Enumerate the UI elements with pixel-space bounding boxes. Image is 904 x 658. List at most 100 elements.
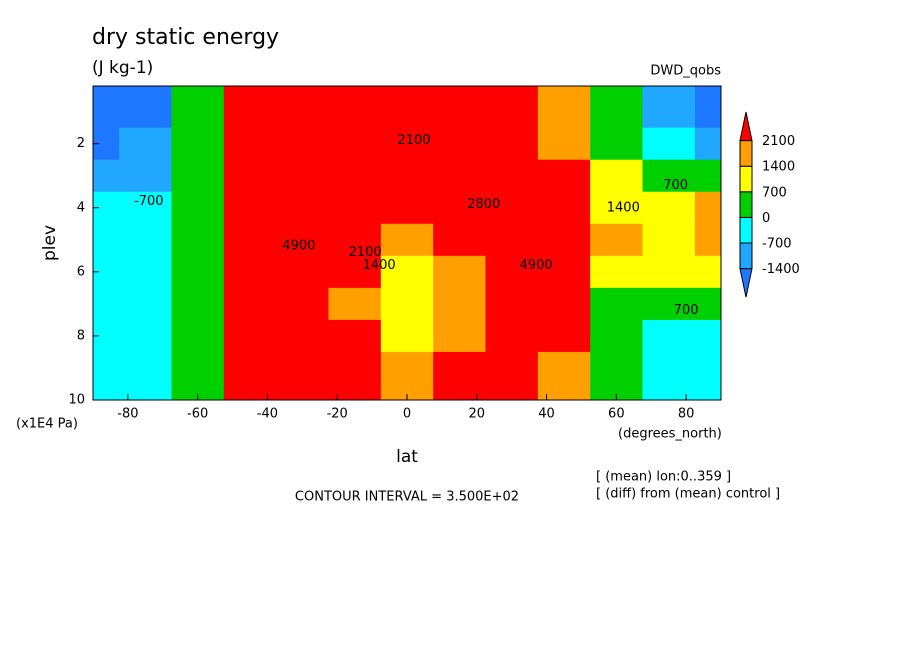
field-cell (433, 319, 486, 353)
contour-label: 700 (674, 303, 699, 318)
field-cell (380, 319, 434, 353)
x-tick-label: 80 (678, 407, 695, 422)
field-cell (642, 351, 696, 385)
colorbar-swatch (739, 111, 753, 142)
field-cell (485, 191, 539, 225)
field-cell (537, 223, 591, 257)
chart-title: dry static energy (92, 25, 279, 50)
field-cell (380, 223, 434, 257)
field-cell (119, 159, 172, 193)
field-cell (171, 287, 225, 321)
x-tick-label: 40 (538, 407, 555, 422)
field-cell (642, 159, 696, 193)
field-cell (433, 86, 486, 129)
contour-label: 1400 (607, 200, 640, 215)
field-cell (537, 127, 591, 161)
field-cell (223, 351, 277, 385)
field-cell (537, 86, 591, 129)
field-cell (93, 351, 120, 385)
field-cell (171, 191, 225, 225)
field-cell (223, 319, 277, 353)
field-cell (433, 159, 486, 193)
field-cell (93, 86, 120, 129)
colorbar-swatch (739, 191, 753, 218)
field-cell (328, 223, 382, 257)
field-cell (590, 223, 643, 257)
field-cell (537, 191, 591, 225)
colorbar-swatch (739, 216, 753, 244)
field-cell (171, 86, 225, 129)
colorbar-label: -700 (762, 237, 792, 252)
field-cell (328, 86, 382, 129)
y-tick-label: 8 (77, 328, 85, 343)
field-cell (119, 351, 172, 385)
field-cell (642, 319, 696, 353)
field-cell (276, 86, 329, 129)
field-cell (380, 127, 434, 161)
field-cell (119, 127, 172, 161)
field-cell (433, 383, 486, 401)
x-tick-label: -40 (257, 407, 278, 422)
colorbar-swatch (739, 140, 753, 167)
field-cell (380, 86, 434, 129)
field-cell (223, 191, 277, 225)
field-cell (590, 287, 643, 321)
field-cell (694, 86, 722, 129)
field-cell (328, 351, 382, 385)
field-cell (119, 383, 172, 401)
x-axis-units: (degrees_north) (618, 427, 722, 442)
field-cell (328, 159, 382, 193)
field-cell (590, 86, 643, 129)
field-cell (642, 191, 696, 225)
y-axis-units: (x1E4 Pa) (16, 417, 78, 432)
field-cell (119, 287, 172, 321)
field-cell (642, 255, 696, 289)
field-cell (119, 255, 172, 289)
field-cell (328, 319, 382, 353)
field-cell (433, 287, 486, 321)
field-cell (380, 287, 434, 321)
x-axis-label: lat (396, 447, 418, 467)
note: [ (mean) lon:0..359 ] (596, 470, 731, 485)
field-cell (642, 86, 696, 129)
contour-label: 2800 (467, 197, 500, 212)
field-cell (93, 159, 120, 193)
field-cell (485, 319, 539, 353)
field-cell (276, 255, 329, 289)
field-cell (537, 383, 591, 401)
field-cell (537, 351, 591, 385)
field-cell (694, 159, 722, 193)
field-cell (694, 319, 722, 353)
field-cell (171, 255, 225, 289)
field-cell (93, 383, 120, 401)
field-cell (276, 351, 329, 385)
field-cell (485, 383, 539, 401)
field-cell (537, 319, 591, 353)
field-cell (590, 159, 643, 193)
field-cell (119, 319, 172, 353)
field-cell (485, 223, 539, 257)
field-cell (328, 127, 382, 161)
field-cell (694, 127, 722, 161)
field-cell (93, 223, 120, 257)
field-cell (223, 383, 277, 401)
contour-label: 700 (663, 178, 688, 193)
contour-label: 4900 (520, 258, 553, 273)
field-cell (590, 127, 643, 161)
field-cell (119, 223, 172, 257)
field-cell (694, 191, 722, 225)
field-cell (380, 255, 434, 289)
field-cell (276, 191, 329, 225)
colorbar-label: 1400 (762, 160, 795, 175)
contour-label: 4900 (282, 239, 315, 254)
field-cell (328, 255, 382, 289)
field-cell (171, 351, 225, 385)
field-cell (642, 223, 696, 257)
field-cell (433, 223, 486, 257)
field-cell (223, 127, 277, 161)
field-cell (590, 383, 643, 401)
y-tick-label: 4 (77, 200, 85, 215)
field-cell (590, 319, 643, 353)
field-cell (485, 351, 539, 385)
field-cell (485, 255, 539, 289)
